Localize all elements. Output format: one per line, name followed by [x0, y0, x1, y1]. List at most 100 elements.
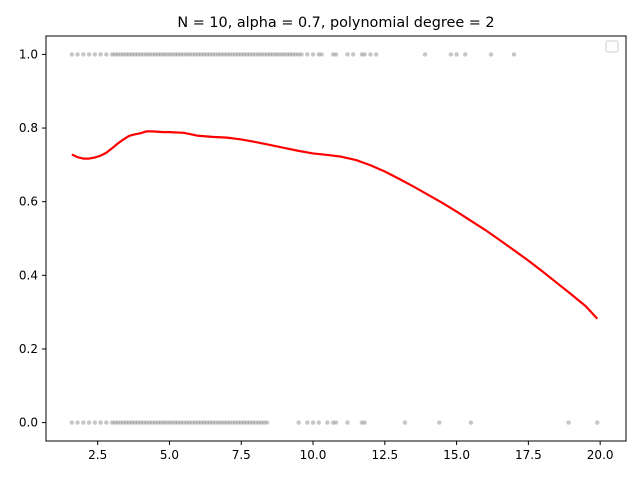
data-point: [190, 52, 195, 57]
data-point: [124, 420, 129, 425]
data-point: [218, 52, 224, 57]
data-point: [109, 420, 115, 425]
data-point: [330, 52, 336, 57]
data-point: [310, 52, 316, 57]
data-point: [437, 420, 442, 425]
data-point: [147, 420, 152, 425]
data-point: [161, 420, 166, 425]
x-tick-label: 10.0: [300, 448, 327, 462]
data-point: [190, 420, 195, 425]
data-point: [250, 420, 255, 425]
data-point: [239, 420, 244, 425]
data-point: [230, 420, 235, 425]
data-point: [351, 52, 356, 57]
data-point: [184, 420, 189, 425]
x-tick-label: 2.5: [88, 448, 107, 462]
data-point: [201, 420, 207, 425]
data-point: [511, 52, 517, 57]
data-point: [218, 420, 224, 425]
data-point: [98, 420, 103, 425]
y-tick-label: 0.2: [19, 342, 38, 356]
data-point: [118, 52, 123, 57]
data-point: [316, 420, 321, 425]
data-point: [345, 52, 350, 57]
data-point: [135, 420, 141, 425]
x-tick-label: 5.0: [160, 448, 179, 462]
data-point: [362, 52, 367, 57]
data-point: [247, 52, 253, 57]
data-point: [233, 420, 238, 425]
data-point: [98, 52, 103, 57]
data-point: [92, 52, 98, 57]
data-point: [86, 52, 92, 57]
legend-box: [605, 40, 619, 53]
data-point: [330, 420, 336, 425]
data-point: [207, 52, 212, 57]
data-point: [305, 52, 310, 57]
data-point: [256, 420, 261, 425]
data-point: [305, 420, 310, 425]
data-point: [299, 52, 304, 57]
curve-layer: [71, 130, 599, 320]
data-point: [236, 420, 241, 425]
data-point: [178, 420, 184, 425]
x-tick-label: 7.5: [232, 448, 251, 462]
data-point: [173, 52, 178, 57]
y-tick-label: 0.8: [19, 121, 38, 135]
data-point: [121, 52, 126, 57]
data-point: [282, 52, 287, 57]
data-point: [141, 420, 146, 425]
data-point: [276, 52, 281, 57]
data-point: [244, 52, 250, 57]
fit-curve: [71, 130, 599, 320]
data-point: [296, 52, 301, 57]
data-point: [290, 52, 296, 57]
data-point: [181, 420, 187, 425]
data-point: [325, 420, 330, 425]
data-point: [488, 52, 494, 57]
data-point: [244, 420, 250, 425]
data-point: [210, 420, 215, 425]
data-point: [463, 52, 468, 57]
axes: 2.5 5.0 7.5 10.0 12.5 15.0 17.5 20.0 0.0 0.2 0.4 0.…: [19, 35, 627, 462]
scatter-points: [69, 52, 600, 425]
data-point: [69, 52, 75, 57]
data-point: [224, 420, 230, 425]
data-point: [124, 52, 129, 57]
data-point: [247, 420, 253, 425]
data-point: [227, 52, 232, 57]
data-point: [359, 52, 365, 57]
data-point: [210, 52, 215, 57]
data-point: [138, 52, 143, 57]
data-point: [195, 52, 201, 57]
data-point: [204, 420, 209, 425]
data-point: [112, 52, 118, 57]
data-point: [175, 420, 181, 425]
data-point: [193, 52, 198, 57]
data-point: [241, 420, 247, 425]
data-point: [187, 420, 192, 425]
data-point: [69, 420, 75, 425]
data-point: [259, 420, 264, 425]
data-point: [75, 52, 80, 57]
data-point: [468, 420, 474, 425]
data-point: [333, 52, 339, 57]
data-point: [310, 420, 316, 425]
chart-title: N = 10, alpha = 0.7, polynomial degree =…: [177, 15, 494, 31]
data-point: [267, 52, 273, 57]
data-point: [167, 420, 172, 425]
data-point: [253, 52, 258, 57]
data-point: [158, 420, 164, 425]
data-point: [193, 420, 198, 425]
data-point: [264, 420, 270, 425]
data-point: [129, 420, 135, 425]
data-point: [161, 52, 166, 57]
data-point: [127, 52, 132, 57]
data-point: [284, 52, 290, 57]
y-tick-label: 0.6: [19, 195, 38, 209]
y-tick-label: 0.4: [19, 268, 38, 282]
x-tick-label: 12.5: [371, 448, 398, 462]
data-point: [184, 52, 189, 57]
